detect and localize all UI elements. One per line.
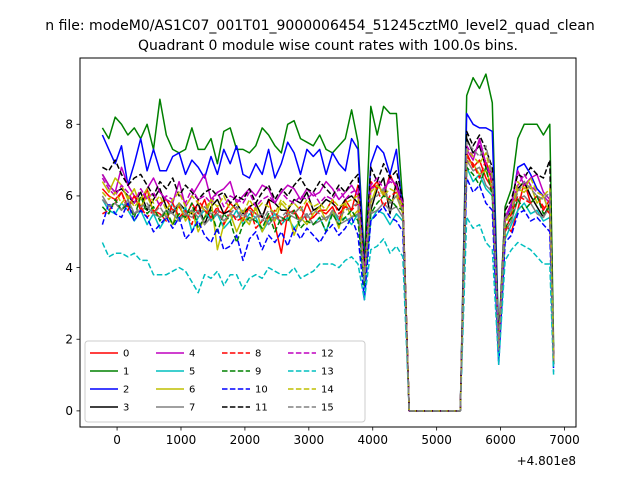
x-tick-label: 1000 <box>166 433 197 447</box>
series-line-8 <box>102 155 555 412</box>
y-axis-ticks: 0 2 4 6 8 <box>65 118 80 418</box>
x-axis-ticks: 0 1000 2000 3000 4000 5000 6000 7000 <box>113 427 580 447</box>
x-tick-label: 7000 <box>549 433 580 447</box>
y-tick-label: 8 <box>65 118 73 132</box>
series-line-15 <box>101 141 555 412</box>
legend-label-9: 9 <box>255 367 261 378</box>
legend-label-15: 15 <box>321 403 334 414</box>
series-line-1 <box>101 73 555 412</box>
legend-label-2: 2 <box>123 385 129 396</box>
figure-suptitle: n file: modeM0/AS1C07_001T01_9000006454_… <box>45 18 594 34</box>
y-tick-label: 4 <box>65 261 73 275</box>
y-tick-label: 6 <box>65 189 73 203</box>
legend-label-4: 4 <box>189 349 195 360</box>
legend-label-14: 14 <box>321 385 334 396</box>
legend-label-10: 10 <box>255 385 268 396</box>
legend-label-0: 0 <box>123 349 129 360</box>
legend-label-1: 1 <box>123 367 129 378</box>
y-tick-label: 0 <box>65 404 73 418</box>
series-line-9 <box>101 166 555 412</box>
x-tick-label: 3000 <box>294 433 325 447</box>
x-tick-label: 6000 <box>485 433 516 447</box>
series-line-7 <box>101 159 555 412</box>
x-tick-label: 4000 <box>357 433 388 447</box>
x-tick-label: 5000 <box>421 433 452 447</box>
series-line-10 <box>101 177 555 412</box>
x-tick-label: 2000 <box>230 433 261 447</box>
series-line-2 <box>101 112 555 412</box>
legend-label-11: 11 <box>255 403 268 414</box>
legend-label-13: 13 <box>321 367 334 378</box>
series-line-4 <box>101 137 555 412</box>
legend-label-6: 6 <box>189 385 195 396</box>
series-line-14 <box>101 148 555 412</box>
x-axis-offset-label: +4.801e8 <box>517 454 576 468</box>
legend-label-3: 3 <box>123 403 129 414</box>
chart-title: Quadrant 0 module wise count rates with … <box>138 38 518 54</box>
legend-label-7: 7 <box>189 403 195 414</box>
legend-label-12: 12 <box>321 349 334 360</box>
x-tick-label: 0 <box>113 433 121 447</box>
plot-lines <box>101 73 555 412</box>
legend-box <box>84 340 366 423</box>
axes-frame <box>79 57 577 428</box>
legend-label-8: 8 <box>255 349 261 360</box>
y-tick-label: 2 <box>65 333 73 347</box>
legend-label-5: 5 <box>189 367 195 378</box>
